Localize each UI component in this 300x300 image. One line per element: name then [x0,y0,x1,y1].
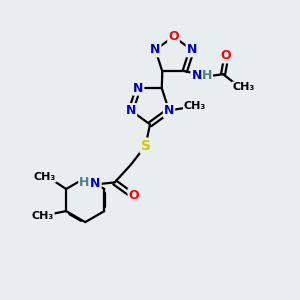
Text: N: N [90,177,101,190]
Text: H: H [79,176,89,189]
Text: N: N [150,44,161,56]
Text: H: H [202,69,212,82]
Text: N: N [187,44,197,56]
Text: CH₃: CH₃ [32,211,54,220]
Text: O: O [168,30,179,43]
Text: N: N [133,82,143,95]
Text: S: S [141,139,151,153]
Text: O: O [221,50,231,62]
Text: CH₃: CH₃ [34,172,56,182]
Text: O: O [128,189,139,202]
Text: N: N [191,69,202,82]
Text: N: N [126,104,136,117]
Text: CH₃: CH₃ [232,82,255,92]
Text: CH₃: CH₃ [184,101,206,111]
Text: N: N [164,104,174,117]
